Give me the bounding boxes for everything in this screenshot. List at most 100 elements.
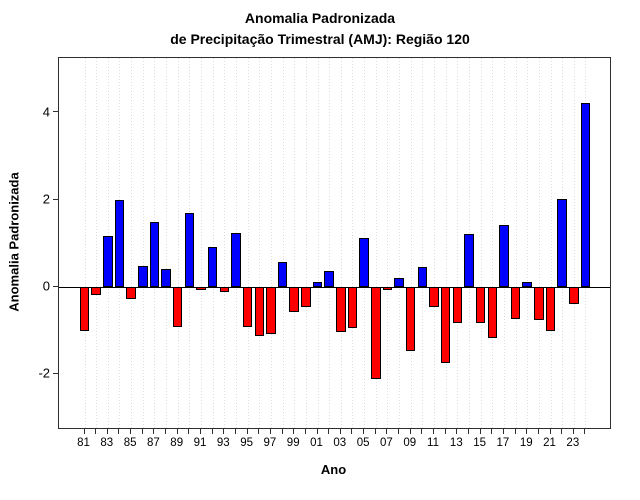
x-tick-label: 91	[193, 437, 207, 449]
gridline	[375, 58, 377, 428]
y-tick-label: -2	[38, 365, 50, 381]
gridline	[201, 58, 202, 428]
bar-12	[440, 286, 451, 363]
x-tick	[572, 429, 574, 434]
x-tick-label: 09	[403, 437, 417, 449]
x-tick	[304, 429, 306, 434]
bar-24	[580, 103, 591, 287]
bar-84	[114, 200, 125, 287]
x-tick-label: 89	[170, 437, 184, 449]
zero-baseline	[59, 286, 610, 288]
x-tick-label: 19	[519, 437, 533, 449]
bar-15	[475, 286, 486, 323]
x-tick	[491, 429, 493, 434]
x-tick-label: 11	[427, 437, 439, 449]
x-tick	[130, 429, 132, 434]
x-tick	[339, 429, 341, 434]
bar-96	[254, 286, 264, 336]
bar-13	[452, 286, 463, 324]
gridline	[270, 58, 272, 428]
x-tick-label: 87	[146, 437, 160, 449]
bar-11	[429, 286, 439, 307]
y-tick-label: 0	[42, 278, 50, 294]
x-tick	[398, 429, 400, 434]
x-tick-label: 85	[123, 437, 137, 449]
x-tick	[374, 429, 376, 434]
x-tick	[258, 429, 260, 434]
bar-06	[371, 286, 381, 380]
bar-05	[359, 237, 369, 287]
x-tick	[223, 429, 225, 434]
bar-09	[405, 286, 416, 351]
gridline	[96, 58, 98, 428]
bar-90	[184, 212, 195, 287]
gridline	[527, 58, 529, 428]
x-tick	[95, 429, 97, 434]
y-tick-label: 4	[42, 104, 50, 120]
bar-14	[464, 233, 474, 287]
bar-89	[172, 286, 183, 328]
x-tick	[351, 429, 353, 434]
bar-16	[487, 286, 498, 338]
x-tick-label: 99	[286, 437, 300, 449]
x-tick-label: 93	[216, 437, 230, 449]
x-tick-label: 83	[100, 437, 114, 449]
x-tick-label: 97	[263, 437, 277, 449]
bar-93	[219, 286, 230, 293]
x-tick	[269, 429, 271, 434]
gridline	[340, 58, 342, 428]
gridline	[131, 58, 133, 428]
x-tick-label: 15	[473, 437, 487, 449]
gridline	[247, 58, 249, 428]
gridline	[177, 58, 179, 428]
x-tick	[246, 429, 248, 434]
bar-98	[277, 261, 288, 287]
bar-01	[312, 282, 323, 287]
x-tick	[234, 429, 236, 434]
x-tick	[537, 429, 539, 434]
gridline	[410, 58, 412, 428]
bar-86	[138, 265, 148, 287]
x-tick	[549, 429, 551, 434]
x-tick-label: 17	[496, 437, 510, 449]
x-tick-label: 21	[543, 437, 556, 449]
bar-10	[417, 267, 428, 287]
gridline	[305, 58, 307, 428]
x-tick	[584, 429, 586, 434]
plot-panel	[58, 57, 611, 429]
gridline	[212, 58, 214, 428]
gridline	[329, 58, 331, 428]
x-tick	[211, 429, 213, 434]
gridline	[550, 58, 552, 428]
x-tick	[200, 429, 201, 434]
gridline	[166, 58, 168, 428]
x-tick	[153, 429, 155, 434]
x-tick	[386, 429, 388, 434]
x-axis-label: Ano	[320, 462, 347, 477]
gridline	[434, 58, 436, 428]
bar-00	[301, 286, 311, 308]
x-tick-label: 05	[356, 437, 370, 449]
gridline	[352, 58, 354, 428]
gridline	[142, 58, 144, 428]
bar-18	[510, 286, 521, 319]
gridline	[445, 58, 447, 428]
bar-92	[207, 246, 218, 287]
bar-81	[79, 286, 90, 332]
x-tick	[444, 429, 446, 434]
gridline	[399, 58, 401, 428]
x-tick-label: 13	[449, 437, 463, 449]
x-tick	[176, 429, 178, 434]
gridline	[282, 58, 284, 428]
x-tick	[479, 429, 481, 434]
bar-19	[522, 282, 532, 287]
bar-03	[336, 286, 346, 333]
x-tick	[421, 429, 423, 434]
x-tick	[526, 429, 528, 434]
bar-85	[126, 286, 136, 299]
y-tick-label: 2	[42, 191, 50, 207]
gridline	[457, 58, 459, 428]
bar-21	[545, 286, 556, 332]
bar-07	[382, 286, 393, 291]
bar-83	[103, 235, 113, 287]
